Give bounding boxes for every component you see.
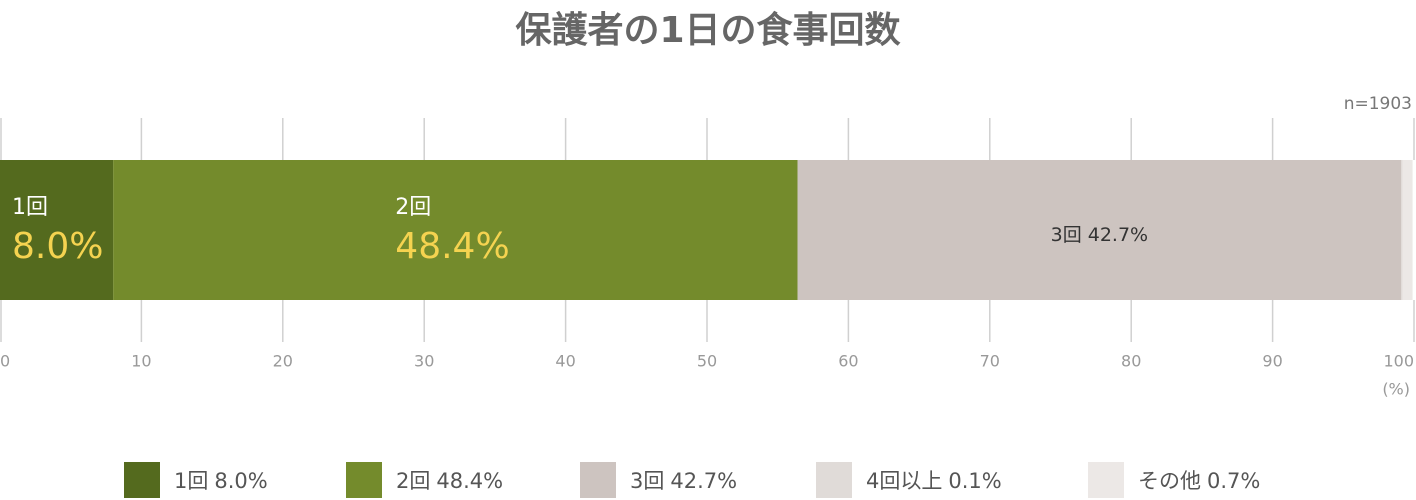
data-label: 8.0%: [12, 226, 103, 267]
data-label: 42.7%: [1088, 224, 1148, 246]
legend-value: 0.1%: [948, 469, 1001, 493]
chart-title: 保護者の1日の食事回数: [515, 10, 900, 51]
x-tick-label: 0: [0, 352, 10, 371]
segment-name: 2回: [395, 195, 431, 220]
annotation: n=1903: [1344, 94, 1412, 114]
x-tick-label: 80: [1121, 352, 1141, 371]
legend-swatch: [1088, 462, 1124, 498]
bar-segment: [0, 160, 114, 300]
segment-label: 3回 42.7%: [1051, 224, 1148, 246]
legend-name: 4回以上: [866, 469, 942, 493]
legend-name: その他: [1138, 469, 1201, 493]
legend-value: 8.0%: [214, 469, 267, 493]
legend-swatch: [346, 462, 382, 498]
x-tick-label: 10: [131, 352, 151, 371]
data-label: 48.4%: [395, 226, 509, 267]
legend-label: 2回 48.4%: [396, 469, 503, 493]
legend-name: 3回: [630, 469, 664, 493]
legend-swatch: [816, 462, 852, 498]
segment-name: 1回: [12, 195, 48, 220]
legend-label: 4回以上 0.1%: [866, 469, 1002, 493]
x-tick-label: 30: [414, 352, 434, 371]
x-tick-label: 50: [697, 352, 717, 371]
bar-segment: [1401, 160, 1403, 300]
bar-segment: [113, 160, 798, 300]
x-tick-label: 100: [1383, 352, 1414, 371]
bar-segment: [797, 160, 1402, 300]
bar-segment: [1402, 160, 1413, 300]
legend-name: 1回: [174, 469, 208, 493]
x-tick-label: 90: [1262, 352, 1282, 371]
legend-swatch: [580, 462, 616, 498]
segment-name: 3回: [1051, 224, 1082, 246]
x-tick-label: 20: [273, 352, 293, 371]
legend-name: 2回: [396, 469, 430, 493]
legend-value: 48.4%: [436, 469, 503, 493]
x-tick-label: 60: [838, 352, 858, 371]
legend-label: 3回 42.7%: [630, 469, 737, 493]
legend-label: 1回 8.0%: [174, 469, 268, 493]
x-tick-label: 70: [980, 352, 1000, 371]
legend-value: 0.7%: [1207, 469, 1260, 493]
legend-value: 42.7%: [670, 469, 737, 493]
x-axis-label: (%): [1382, 380, 1410, 399]
legend-swatch: [124, 462, 160, 498]
legend-label: その他 0.7%: [1138, 469, 1260, 493]
x-tick-label: 40: [555, 352, 575, 371]
